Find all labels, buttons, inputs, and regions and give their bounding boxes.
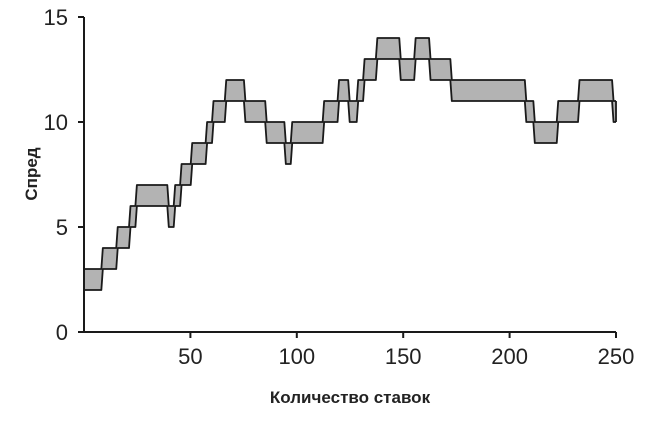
x-tick-label: 250: [598, 344, 635, 369]
x-tick-label: 100: [278, 344, 315, 369]
x-tick-label: 200: [491, 344, 528, 369]
y-tick-label: 0: [56, 320, 68, 345]
y-tick-label: 5: [56, 215, 68, 240]
x-tick-label: 50: [178, 344, 202, 369]
x-ticks: 50 100 150 200 250: [178, 332, 634, 369]
y-tick-label: 10: [44, 110, 68, 135]
band-fill: [84, 38, 616, 290]
lower-line: [84, 58, 616, 291]
y-tick-label: 15: [44, 5, 68, 30]
y-axis-title: Спред: [22, 147, 41, 200]
x-axis-title: Количество ставок: [270, 388, 431, 407]
upper-line: [84, 37, 616, 270]
y-ticks: 0 5 10 15: [44, 5, 84, 345]
spread-band: [84, 37, 617, 291]
x-tick-label: 150: [385, 344, 422, 369]
axes: [78, 17, 616, 333]
